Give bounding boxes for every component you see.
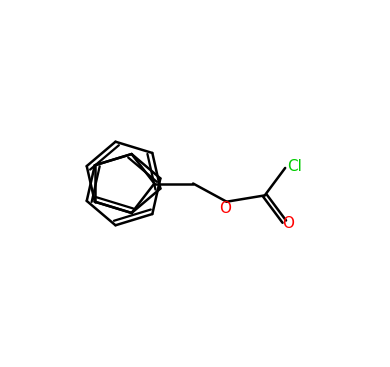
Text: O: O [219,201,231,216]
Text: O: O [282,216,294,231]
Text: Cl: Cl [287,159,302,174]
